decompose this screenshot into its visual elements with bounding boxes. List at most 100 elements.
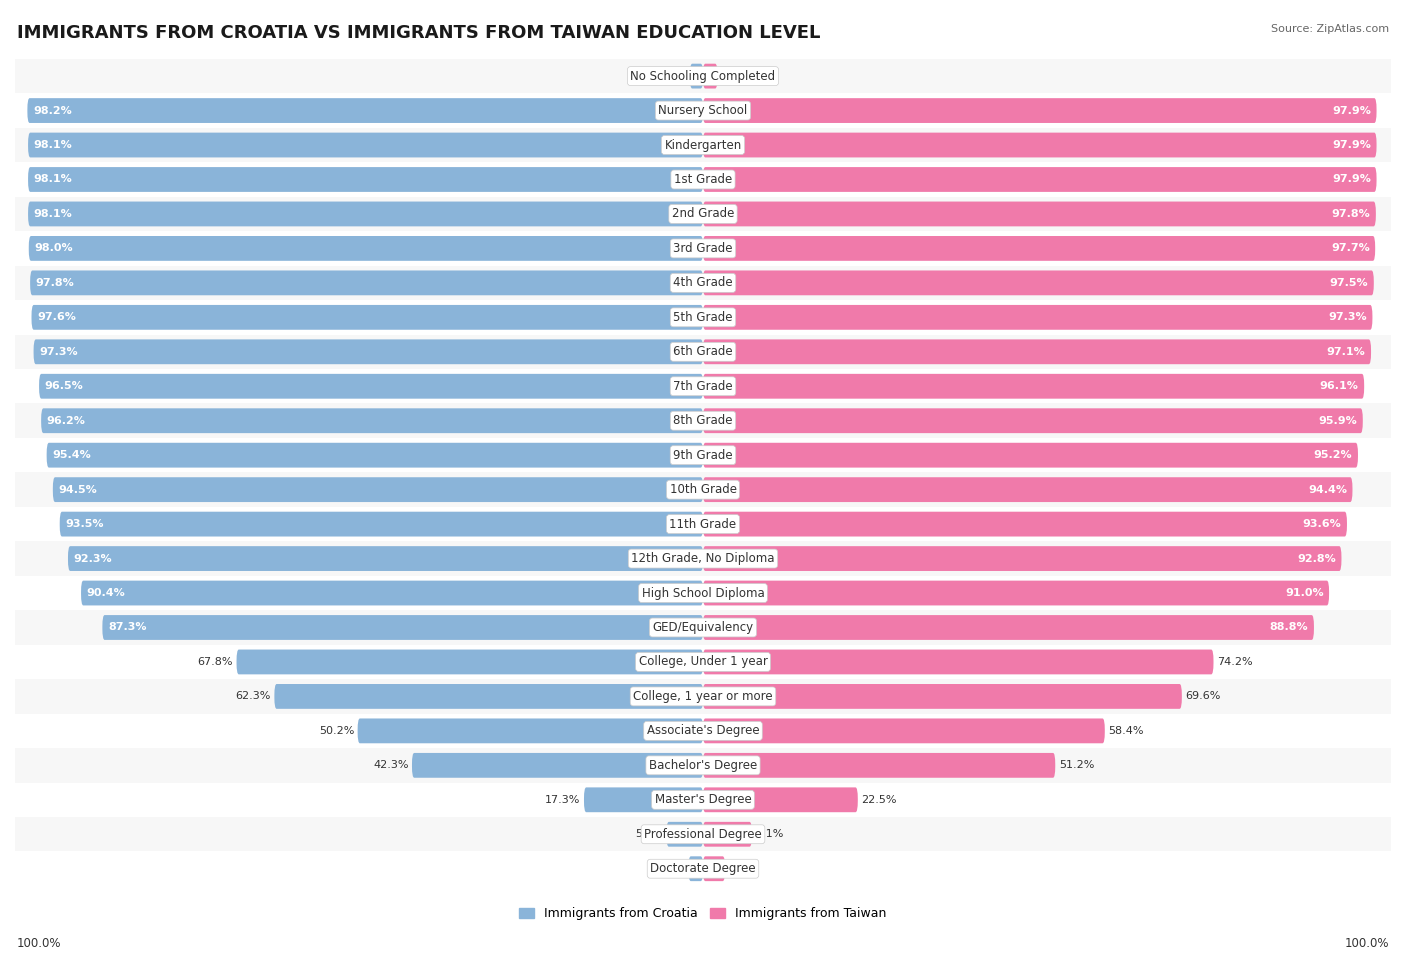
FancyBboxPatch shape bbox=[703, 753, 1056, 778]
Text: 95.2%: 95.2% bbox=[1313, 450, 1353, 460]
Text: 3rd Grade: 3rd Grade bbox=[673, 242, 733, 254]
Bar bbox=[15, 438, 1391, 473]
FancyBboxPatch shape bbox=[703, 373, 1364, 399]
Text: 4th Grade: 4th Grade bbox=[673, 276, 733, 290]
Text: 88.8%: 88.8% bbox=[1270, 622, 1309, 633]
FancyBboxPatch shape bbox=[703, 133, 1376, 157]
Text: 11th Grade: 11th Grade bbox=[669, 518, 737, 530]
Text: 98.0%: 98.0% bbox=[34, 244, 73, 254]
Bar bbox=[15, 610, 1391, 644]
Text: 1st Grade: 1st Grade bbox=[673, 173, 733, 186]
FancyBboxPatch shape bbox=[28, 167, 703, 192]
Bar bbox=[15, 473, 1391, 507]
Bar bbox=[15, 128, 1391, 162]
Text: 100.0%: 100.0% bbox=[17, 937, 62, 951]
Text: 93.6%: 93.6% bbox=[1303, 519, 1341, 529]
Legend: Immigrants from Croatia, Immigrants from Taiwan: Immigrants from Croatia, Immigrants from… bbox=[515, 902, 891, 925]
Text: 97.3%: 97.3% bbox=[1329, 312, 1367, 323]
Text: 6th Grade: 6th Grade bbox=[673, 345, 733, 358]
FancyBboxPatch shape bbox=[703, 202, 1376, 226]
Text: IMMIGRANTS FROM CROATIA VS IMMIGRANTS FROM TAIWAN EDUCATION LEVEL: IMMIGRANTS FROM CROATIA VS IMMIGRANTS FR… bbox=[17, 24, 820, 42]
Bar bbox=[15, 334, 1391, 369]
Text: 69.6%: 69.6% bbox=[1185, 691, 1220, 701]
Bar bbox=[15, 644, 1391, 680]
FancyBboxPatch shape bbox=[703, 788, 858, 812]
FancyBboxPatch shape bbox=[39, 373, 703, 399]
Text: 9th Grade: 9th Grade bbox=[673, 448, 733, 462]
Text: 97.7%: 97.7% bbox=[1331, 244, 1369, 254]
FancyBboxPatch shape bbox=[41, 409, 703, 433]
Bar bbox=[15, 94, 1391, 128]
FancyBboxPatch shape bbox=[34, 339, 703, 365]
Text: 92.8%: 92.8% bbox=[1298, 554, 1336, 564]
Text: 94.4%: 94.4% bbox=[1308, 485, 1347, 494]
Text: 97.8%: 97.8% bbox=[35, 278, 75, 288]
Text: Source: ZipAtlas.com: Source: ZipAtlas.com bbox=[1271, 24, 1389, 34]
Text: 97.9%: 97.9% bbox=[1331, 175, 1371, 184]
FancyBboxPatch shape bbox=[703, 236, 1375, 261]
Bar bbox=[15, 817, 1391, 851]
Bar bbox=[15, 300, 1391, 334]
Text: Bachelor's Degree: Bachelor's Degree bbox=[650, 759, 756, 772]
Bar bbox=[15, 714, 1391, 748]
Text: 94.5%: 94.5% bbox=[58, 485, 97, 494]
Text: 2.1%: 2.1% bbox=[721, 71, 749, 81]
FancyBboxPatch shape bbox=[46, 443, 703, 468]
Text: 95.4%: 95.4% bbox=[52, 450, 91, 460]
FancyBboxPatch shape bbox=[59, 512, 703, 536]
FancyBboxPatch shape bbox=[703, 270, 1374, 295]
Bar bbox=[15, 680, 1391, 714]
FancyBboxPatch shape bbox=[583, 788, 703, 812]
FancyBboxPatch shape bbox=[703, 649, 1213, 675]
Text: 98.1%: 98.1% bbox=[34, 140, 72, 150]
Bar bbox=[15, 231, 1391, 265]
Bar bbox=[15, 748, 1391, 783]
FancyBboxPatch shape bbox=[27, 98, 703, 123]
FancyBboxPatch shape bbox=[28, 202, 703, 226]
FancyBboxPatch shape bbox=[703, 98, 1376, 123]
FancyBboxPatch shape bbox=[82, 581, 703, 605]
FancyBboxPatch shape bbox=[28, 133, 703, 157]
Text: 7th Grade: 7th Grade bbox=[673, 379, 733, 393]
Text: 3.2%: 3.2% bbox=[728, 864, 756, 874]
Text: 91.0%: 91.0% bbox=[1285, 588, 1323, 598]
FancyBboxPatch shape bbox=[703, 477, 1353, 502]
Bar bbox=[15, 162, 1391, 197]
FancyBboxPatch shape bbox=[274, 684, 703, 709]
Text: 97.3%: 97.3% bbox=[39, 347, 77, 357]
FancyBboxPatch shape bbox=[703, 443, 1358, 468]
Text: 51.2%: 51.2% bbox=[1059, 760, 1094, 770]
Text: 8th Grade: 8th Grade bbox=[673, 414, 733, 427]
Text: 97.8%: 97.8% bbox=[1331, 209, 1371, 219]
Text: No Schooling Completed: No Schooling Completed bbox=[630, 69, 776, 83]
Text: 87.3%: 87.3% bbox=[108, 622, 146, 633]
Text: 97.6%: 97.6% bbox=[37, 312, 76, 323]
Text: 98.2%: 98.2% bbox=[32, 105, 72, 116]
Text: 96.2%: 96.2% bbox=[46, 415, 86, 426]
Text: 97.5%: 97.5% bbox=[1330, 278, 1368, 288]
FancyBboxPatch shape bbox=[703, 684, 1182, 709]
Text: 96.1%: 96.1% bbox=[1320, 381, 1358, 391]
Bar bbox=[15, 404, 1391, 438]
FancyBboxPatch shape bbox=[666, 822, 703, 846]
FancyBboxPatch shape bbox=[31, 305, 703, 330]
Bar bbox=[15, 507, 1391, 541]
Text: 98.1%: 98.1% bbox=[34, 175, 72, 184]
FancyBboxPatch shape bbox=[703, 546, 1341, 571]
Text: 62.3%: 62.3% bbox=[236, 691, 271, 701]
Text: 58.4%: 58.4% bbox=[1108, 725, 1143, 736]
FancyBboxPatch shape bbox=[28, 236, 703, 261]
Text: College, Under 1 year: College, Under 1 year bbox=[638, 655, 768, 669]
FancyBboxPatch shape bbox=[703, 305, 1372, 330]
Text: 22.5%: 22.5% bbox=[862, 795, 897, 804]
FancyBboxPatch shape bbox=[703, 512, 1347, 536]
Text: 97.1%: 97.1% bbox=[1327, 347, 1365, 357]
FancyBboxPatch shape bbox=[67, 546, 703, 571]
Text: 100.0%: 100.0% bbox=[1344, 937, 1389, 951]
FancyBboxPatch shape bbox=[357, 719, 703, 743]
Text: Associate's Degree: Associate's Degree bbox=[647, 724, 759, 737]
Text: 42.3%: 42.3% bbox=[373, 760, 409, 770]
FancyBboxPatch shape bbox=[689, 856, 703, 881]
Bar bbox=[15, 541, 1391, 576]
FancyBboxPatch shape bbox=[30, 270, 703, 295]
